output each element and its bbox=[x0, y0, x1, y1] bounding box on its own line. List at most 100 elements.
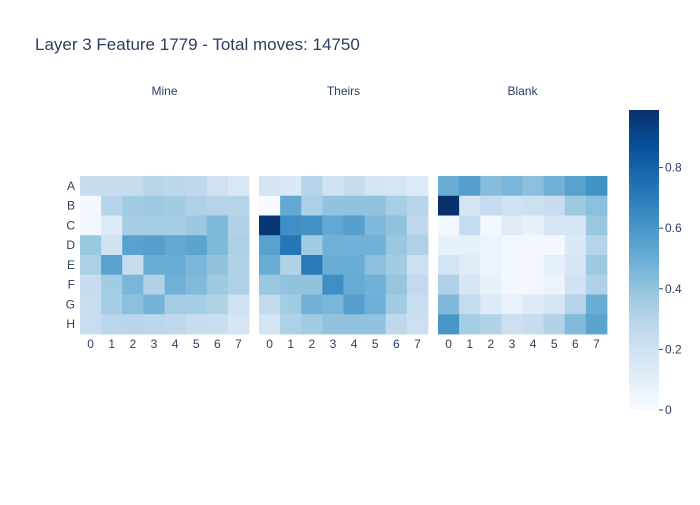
heatmap-cell bbox=[501, 255, 523, 276]
heatmap-cell bbox=[185, 215, 208, 236]
heatmap-cell bbox=[385, 176, 408, 197]
heatmap-cell bbox=[501, 176, 523, 197]
heatmap-cell bbox=[164, 294, 187, 315]
heatmap-cell bbox=[185, 195, 208, 216]
heatmap-cell bbox=[406, 235, 429, 256]
heatmap-cell bbox=[143, 255, 165, 276]
heatmap-cell bbox=[80, 314, 102, 335]
heatmap-cell bbox=[459, 235, 481, 256]
heatmap-cell bbox=[185, 235, 208, 256]
heatmap-cell bbox=[322, 176, 344, 197]
x-tick-label: 7 bbox=[414, 337, 421, 351]
heatmap-cell bbox=[280, 215, 302, 236]
colorbar-tick-label: 0 bbox=[665, 403, 672, 417]
heatmap-cell bbox=[501, 314, 523, 335]
x-tick-label: 0 bbox=[87, 337, 94, 351]
heatmap-cell bbox=[101, 255, 123, 276]
x-tick-label: 6 bbox=[214, 337, 221, 351]
x-tick-label: 4 bbox=[530, 337, 537, 351]
heatmap-cell bbox=[438, 176, 460, 197]
heatmap-cell bbox=[364, 176, 387, 197]
heatmap-cell bbox=[564, 195, 587, 216]
heatmap-cell bbox=[343, 235, 366, 256]
heatmap-cell bbox=[122, 215, 144, 236]
heatmap-cell bbox=[259, 255, 281, 276]
y-tick-label: F bbox=[68, 278, 75, 292]
heatmap-cell bbox=[206, 255, 229, 276]
heatmap-cell bbox=[480, 215, 502, 236]
heatmap-cell bbox=[501, 195, 523, 216]
heatmap-cell bbox=[185, 274, 208, 295]
heatmap-cell bbox=[122, 235, 144, 256]
heatmap-cell bbox=[301, 255, 323, 276]
heatmap-cell bbox=[185, 314, 208, 335]
heatmap-cell bbox=[143, 274, 165, 295]
heatmap-cell bbox=[459, 255, 481, 276]
heatmap-cell bbox=[585, 176, 608, 197]
heatmap-cell bbox=[101, 195, 123, 216]
heatmap-cell bbox=[385, 314, 408, 335]
heatmap-cell bbox=[259, 294, 281, 315]
heatmap-cell bbox=[438, 215, 460, 236]
heatmap-cell bbox=[343, 294, 366, 315]
heatmap-cell bbox=[406, 274, 429, 295]
heatmap-cell bbox=[227, 176, 250, 197]
heatmap-cell bbox=[459, 274, 481, 295]
heatmap-cell bbox=[143, 235, 165, 256]
heatmap-cell bbox=[343, 176, 366, 197]
heatmap-cell bbox=[206, 195, 229, 216]
heatmap-cell bbox=[259, 195, 281, 216]
heatmap-cell bbox=[585, 235, 608, 256]
heatmap-cell bbox=[280, 294, 302, 315]
x-tick-label: 6 bbox=[572, 337, 579, 351]
heatmap-cell bbox=[522, 255, 545, 276]
y-tick-label: G bbox=[66, 297, 75, 311]
heatmap-panel-blank: Blank 0 1 2 3 4 5 6 7 bbox=[438, 84, 608, 351]
heatmap-cell bbox=[522, 235, 545, 256]
heatmap-cell bbox=[280, 235, 302, 256]
heatmap-cell bbox=[164, 176, 187, 197]
heatmap-cell bbox=[543, 195, 566, 216]
y-tick-label: E bbox=[67, 258, 75, 272]
x-tick-label: 7 bbox=[593, 337, 600, 351]
heatmap-cell bbox=[185, 294, 208, 315]
heatmap-cell bbox=[543, 235, 566, 256]
panel-title: Mine bbox=[151, 84, 177, 98]
heatmap-cell bbox=[80, 195, 102, 216]
colorbar: 0 0.2 0.4 0.6 0.8 bbox=[629, 110, 682, 417]
x-tick-label: 1 bbox=[108, 337, 115, 351]
heatmap-cell bbox=[227, 274, 250, 295]
heatmap-cell bbox=[206, 294, 229, 315]
heatmap-cell bbox=[385, 235, 408, 256]
heatmap-cell bbox=[164, 235, 187, 256]
heatmap-cell bbox=[406, 294, 429, 315]
heatmap-cell bbox=[501, 294, 523, 315]
heatmap-cell bbox=[522, 274, 545, 295]
heatmap-cell bbox=[585, 215, 608, 236]
heatmap-cell bbox=[301, 195, 323, 216]
heatmap-cell bbox=[122, 274, 144, 295]
heatmap-cell bbox=[459, 294, 481, 315]
heatmap-cell bbox=[322, 294, 344, 315]
heatmap-cell bbox=[343, 215, 366, 236]
heatmap-cell bbox=[164, 215, 187, 236]
colorbar-tick-label: 0.4 bbox=[665, 282, 682, 296]
heatmap-cell bbox=[227, 294, 250, 315]
heatmap-cell bbox=[585, 294, 608, 315]
x-tick-label: 0 bbox=[266, 337, 273, 351]
heatmap-cell bbox=[480, 274, 502, 295]
heatmap-cell bbox=[101, 235, 123, 256]
heatmap-panel-theirs: Theirs 0 1 2 3 4 5 6 7 bbox=[259, 84, 429, 351]
heatmap-cell bbox=[564, 314, 587, 335]
heatmap-cell bbox=[101, 294, 123, 315]
heatmap-cell bbox=[206, 176, 229, 197]
heatmap-cell bbox=[259, 274, 281, 295]
heatmap-cell bbox=[364, 274, 387, 295]
heatmap-cell bbox=[364, 294, 387, 315]
heatmap-cell bbox=[301, 314, 323, 335]
heatmap-cell bbox=[501, 274, 523, 295]
heatmap-cell bbox=[343, 195, 366, 216]
x-tick-label: 4 bbox=[351, 337, 358, 351]
heatmap-cell bbox=[280, 176, 302, 197]
y-tick-label: D bbox=[66, 238, 75, 252]
